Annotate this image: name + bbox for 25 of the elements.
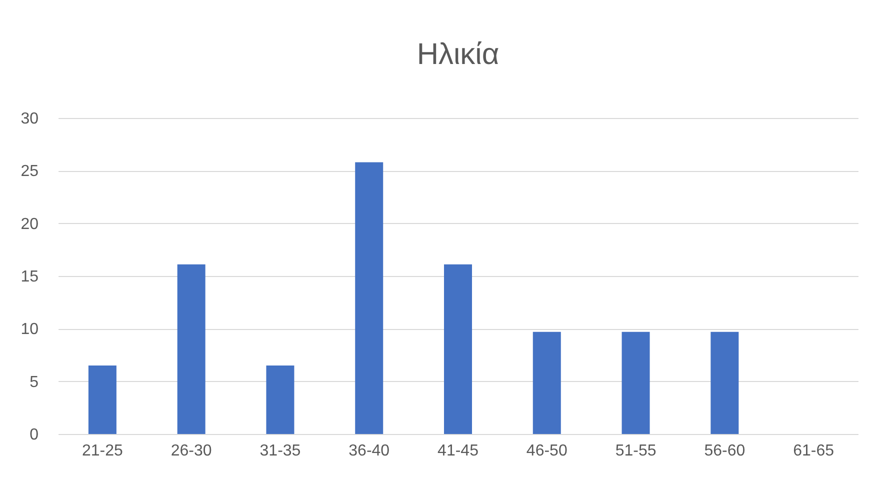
x-tick-label: 61-65 xyxy=(793,442,834,460)
chart-title: Ηλικία xyxy=(416,38,500,71)
bar xyxy=(710,332,739,434)
x-tick-label: 51-55 xyxy=(615,442,656,460)
x-tick-label: 36-40 xyxy=(348,442,390,460)
y-tick-label: 10 xyxy=(20,321,39,338)
y-tick-label: 15 xyxy=(20,268,39,286)
bar xyxy=(622,332,650,434)
bar xyxy=(177,264,206,434)
y-tick-label: 30 xyxy=(20,110,39,128)
bar xyxy=(532,332,561,434)
bar xyxy=(444,264,472,434)
x-tick-label: 56-60 xyxy=(704,442,746,460)
y-tick-label: 25 xyxy=(20,163,39,180)
bar xyxy=(88,366,116,434)
y-tick-label: 5 xyxy=(30,374,39,391)
bar xyxy=(266,366,294,434)
x-tick-label: 26-30 xyxy=(170,442,212,460)
y-tick-label: 20 xyxy=(20,216,39,233)
x-tick-label: 46-50 xyxy=(526,442,568,460)
bar xyxy=(355,162,384,434)
x-tick-label: 41-45 xyxy=(438,442,479,460)
x-tick-label: 21-25 xyxy=(82,442,124,460)
x-tick-label: 31-35 xyxy=(260,442,301,460)
y-tick-label: 0 xyxy=(30,426,39,444)
